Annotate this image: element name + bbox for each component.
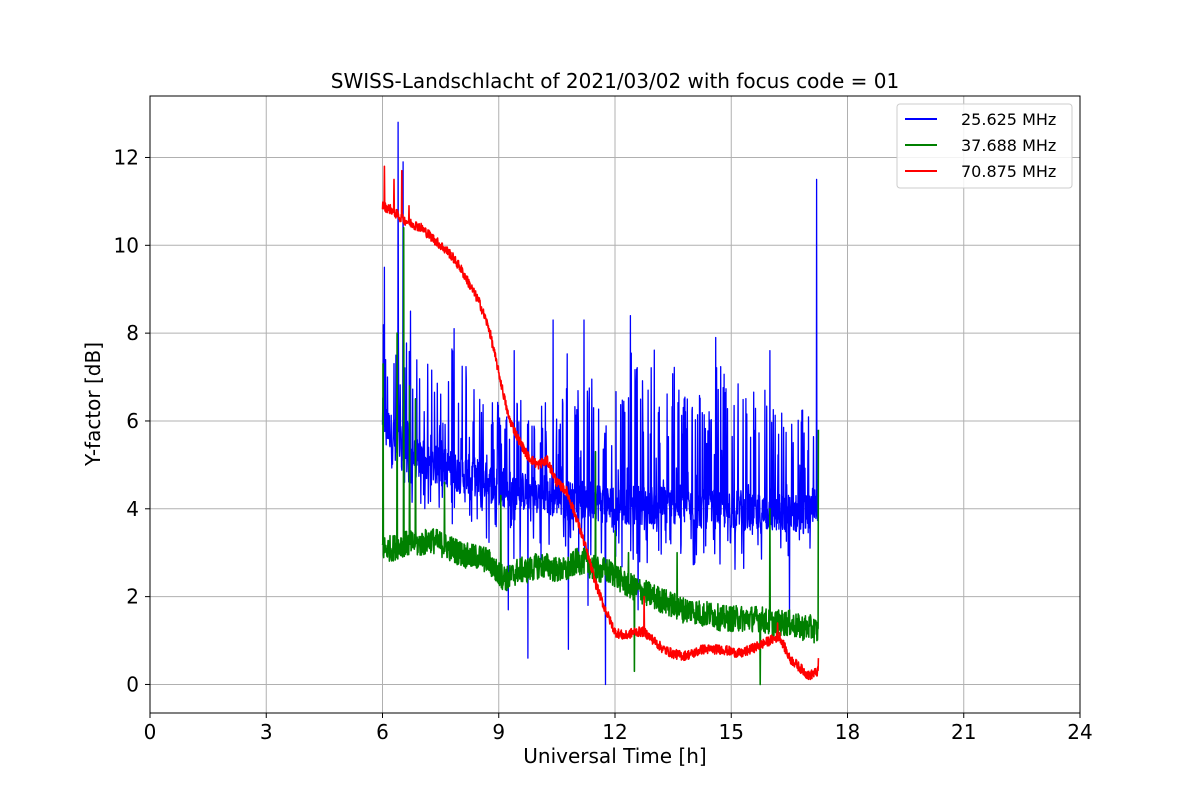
x-tick-label: 9 (492, 720, 505, 744)
y-tick-label: 12 (114, 145, 139, 169)
x-tick-label: 0 (144, 720, 157, 744)
series-layer (381, 121, 820, 686)
x-tick-label: 15 (719, 720, 744, 744)
series-line (381, 165, 820, 681)
y-tick-label: 10 (114, 233, 139, 257)
series-line (381, 226, 820, 686)
legend-label: 37.688 MHz (961, 136, 1056, 155)
legend-label: 25.625 MHz (961, 110, 1056, 129)
legend-label: 70.875 MHz (961, 162, 1056, 181)
legend-item: 37.688 MHz (905, 136, 1056, 155)
legend-item: 25.625 MHz (905, 110, 1056, 129)
series-1 (381, 121, 820, 686)
x-tick-label: 6 (376, 720, 389, 744)
y-tick-label: 2 (126, 585, 139, 609)
x-tick-label: 12 (602, 720, 627, 744)
y-tick-label: 8 (126, 321, 139, 345)
chart-title: SWISS-Landschlacht of 2021/03/02 with fo… (331, 69, 899, 93)
y-axis-title: Y-factor [dB] (81, 342, 105, 467)
legend-box (896, 103, 1073, 189)
x-tick-label: 24 (1067, 720, 1092, 744)
legend-item: 70.875 MHz (905, 162, 1056, 181)
y-tick-label: 4 (126, 497, 139, 521)
x-tick-label: 18 (835, 720, 860, 744)
y-tick-label: 6 (126, 409, 139, 433)
x-tick-label: 3 (260, 720, 273, 744)
legend: 25.625 MHz 37.688 MHz 70.875 MHz (896, 103, 1073, 189)
series-3 (381, 165, 820, 681)
series-2 (381, 226, 820, 686)
x-axis-title: Universal Time [h] (523, 744, 706, 768)
y-tick-label: 0 (126, 672, 139, 696)
x-tick-label: 21 (951, 720, 976, 744)
series-line (381, 121, 820, 686)
